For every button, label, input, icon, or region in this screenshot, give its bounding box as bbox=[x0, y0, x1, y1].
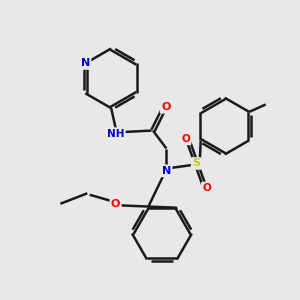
Text: O: O bbox=[161, 102, 170, 112]
Text: N: N bbox=[81, 58, 90, 68]
Text: NH: NH bbox=[107, 129, 124, 139]
Text: N: N bbox=[162, 166, 171, 176]
Text: O: O bbox=[202, 183, 211, 193]
Text: O: O bbox=[111, 199, 120, 209]
Text: O: O bbox=[182, 134, 190, 144]
Text: S: S bbox=[192, 158, 200, 168]
